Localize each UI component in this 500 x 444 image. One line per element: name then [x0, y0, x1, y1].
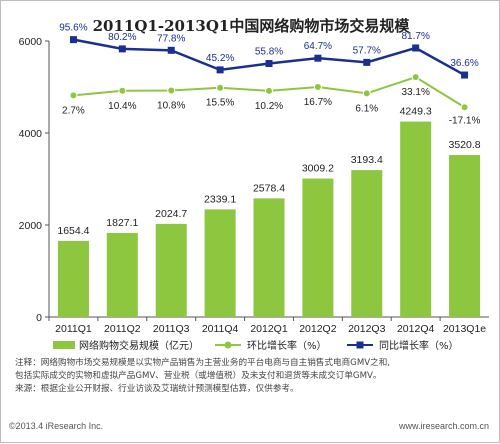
qoq-value-label: 10.2%: [255, 101, 283, 112]
qoq-value-label: 6.1%: [355, 103, 378, 114]
bar-layer: [57, 121, 481, 318]
bar-value-label: 2578.4: [253, 182, 285, 194]
bar: [155, 223, 187, 317]
axis-layer: 0 2000 4000 6000 2011Q1 2011Q2 2011Q3 2011Q4 201…: [19, 36, 489, 335]
legend-bar-swatch: [53, 341, 75, 349]
bar-value-label: 1827.1: [106, 217, 138, 229]
note-line: 注释：网络购物市场交易规模是以实物产品销售为主营业务的平台电商与自主销售式电商G…: [15, 358, 391, 368]
yoy-value-label: 57.7%: [353, 45, 381, 56]
bar: [302, 178, 334, 317]
yoy-value-label: 55.8%: [255, 47, 283, 58]
x-tick-label: 2012Q2: [299, 323, 337, 335]
bar: [449, 155, 481, 317]
x-tick-label: 2013Q1e: [443, 323, 486, 335]
yoy-value-label: 36.6%: [450, 58, 478, 69]
y-tick-label: 2000: [19, 220, 43, 232]
qoq-point: [216, 83, 225, 92]
x-tick-label: 2011Q1: [55, 323, 92, 335]
legend-yoy-marker: [356, 341, 364, 349]
bar: [351, 170, 383, 317]
legend-yoy-label: 同比增长率（%）: [379, 339, 459, 352]
yoy-point: [363, 58, 371, 66]
qoq-value-label: 10.8%: [157, 101, 185, 112]
bar-value-label: 3193.4: [351, 154, 383, 166]
bar-value-label: 2339.1: [204, 193, 236, 205]
x-tick-label: 2011Q2: [104, 323, 141, 335]
x-tick-label: 2011Q4: [202, 323, 239, 335]
yoy-value-label: 81.7%: [401, 31, 429, 42]
bar-value-label: 1654.4: [57, 225, 89, 237]
x-tick-label: 2012Q3: [348, 323, 386, 335]
qoq-value-label: 16.7%: [304, 97, 332, 108]
bar: [57, 240, 89, 317]
bar: [253, 198, 285, 317]
x-tick-label: 2012Q1: [250, 323, 288, 335]
bar-value-label: 3520.8: [448, 139, 480, 151]
yoy-point: [118, 45, 126, 53]
bar-value-label: 4249.3: [400, 106, 432, 118]
qoq-point: [313, 82, 322, 91]
yoy-point: [314, 54, 322, 62]
yoy-value-label: 64.7%: [304, 41, 332, 52]
qoq-value-label: 15.5%: [206, 98, 234, 109]
qoq-point: [118, 86, 127, 95]
qoq-value-label: 33.1%: [401, 87, 429, 98]
legend-qoq-marker: [224, 341, 232, 349]
chart-title: 2011Q1-2013Q1中国网络购物市场交易规模: [93, 17, 411, 35]
yoy-value-label: 95.6%: [59, 23, 87, 34]
qoq-point: [460, 103, 469, 112]
qoq-point: [411, 73, 420, 82]
qoq-point: [69, 91, 78, 100]
note-line: 来源：根据企业公开财报、行业访谈及艾瑞统计预测模型估算，仅供参考。: [15, 384, 299, 394]
x-tick-label: 2011Q3: [153, 323, 190, 335]
y-tick-label: 4000: [19, 128, 43, 140]
qoq-point: [265, 86, 273, 95]
x-tick-label: 2012Q4: [397, 323, 435, 335]
yoy-point: [167, 46, 175, 54]
bar-value-label: 2024.7: [155, 208, 187, 220]
copyright: ©2013.4 iResearch Inc.: [9, 421, 104, 431]
yoy-point: [69, 36, 77, 44]
bar: [204, 209, 236, 317]
yoy-value-label: 80.2%: [108, 32, 136, 43]
bar: [400, 121, 432, 318]
yoy-point: [216, 66, 224, 74]
qoq-point: [167, 86, 176, 95]
qoq-point: [362, 89, 371, 98]
yoy-point: [265, 60, 273, 68]
qoq-value-label: -17.1%: [449, 115, 481, 126]
y-tick-label: 0: [36, 312, 42, 324]
note-line: 包括实际成交的实物和虚拟产品GMV、营业税（或增值税）及未支付和退货等未成交订单…: [15, 371, 382, 381]
bar: [106, 232, 138, 317]
line-layer: [69, 36, 469, 112]
legend-qoq-label: 环比增长率（%）: [247, 339, 327, 352]
bar-value-label: 3009.2: [302, 163, 334, 175]
yoy-point: [412, 44, 420, 52]
website: www.iresearch.com.cn: [398, 421, 489, 431]
qoq-value-label: 10.4%: [108, 101, 136, 112]
y-tick-label: 6000: [19, 36, 43, 48]
qoq-value-label: 2.7%: [62, 105, 85, 116]
yoy-value-label: 45.2%: [206, 53, 234, 64]
yoy-point: [461, 71, 469, 79]
notes: 注释：网络购物市场交易规模是以实物产品销售为主营业务的平台电商与自主销售式电商G…: [15, 357, 493, 396]
legend: 网络购物交易规模（亿元） 环比增长率（%） 同比增长率（%）: [53, 339, 459, 352]
label-layer: 1654.4 1827.1 2024.7 2339.1 2578.4 3009.2 3193…: [57, 23, 480, 237]
legend-bar-label: 网络购物交易规模（亿元）: [79, 339, 199, 352]
yoy-value-label: 77.8%: [157, 33, 185, 44]
